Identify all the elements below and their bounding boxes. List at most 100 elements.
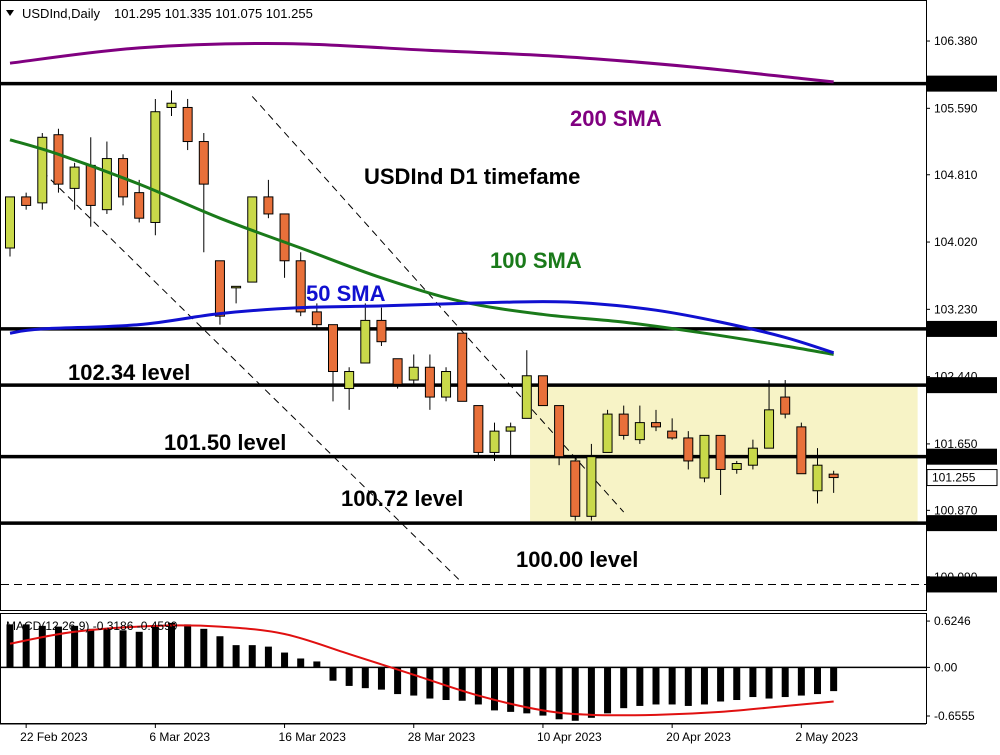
macd-histogram-bar [248, 645, 256, 668]
candle-body [424, 366, 435, 398]
candle-body [828, 473, 839, 479]
time-tick-label: 28 Mar 2023 [408, 730, 476, 744]
candle-body [328, 324, 338, 373]
price-tick-label: 105.590 [934, 101, 978, 115]
macd-histogram-bar [184, 624, 192, 668]
candle-body [214, 260, 225, 317]
annotation-100-sma: 100 SMA [490, 248, 582, 273]
level-price-label: 100.000 [932, 577, 976, 591]
candle-body [489, 430, 500, 453]
symbol-label: USDInd,Daily [22, 6, 101, 21]
candle-body [134, 192, 145, 219]
macd-histogram-bar [555, 667, 563, 720]
macd-histogram-bar [71, 625, 79, 668]
time-tick-label: 22 Feb 2023 [20, 730, 88, 744]
macd-histogram-bar [733, 667, 741, 701]
candle-body [376, 319, 387, 343]
macd-histogram-bar [749, 667, 757, 698]
macd-histogram-bar [38, 625, 46, 668]
macd-histogram-bar [232, 645, 240, 668]
candle-body [263, 196, 274, 215]
macd-label: MACD(12,26,9) -0.3186 -0.4599 [6, 619, 178, 633]
candle-body [764, 409, 775, 449]
macd-histogram-bar [200, 628, 208, 668]
candle-body [311, 311, 322, 326]
macd-histogram-bar [797, 667, 805, 696]
candle-body [166, 102, 177, 108]
macd-histogram-bar [781, 667, 789, 698]
candle-body [101, 158, 112, 211]
candle-body [505, 426, 516, 432]
macd-histogram-bar [103, 628, 111, 668]
horizontal-levels [1, 81, 926, 585]
macd-histogram-bar [636, 667, 644, 706]
level-price-label: 103.000 [932, 322, 976, 336]
macd-histogram-bar [426, 667, 434, 699]
candle-body [699, 434, 710, 479]
level-price-badge [927, 448, 997, 465]
annotation-100-72-level: 100.72 level [341, 486, 463, 511]
macd-histogram-bar [539, 667, 547, 716]
candle-body [780, 396, 791, 415]
candle-body [715, 434, 726, 470]
candle-body [69, 166, 80, 189]
macd-signal-line [9, 624, 834, 717]
macd-histogram-bar [814, 667, 821, 695]
macd-histogram-bar [281, 652, 289, 668]
annotation-102-34-level: 102.34 level [68, 360, 190, 385]
macd-histogram-bar [717, 667, 725, 702]
macd-histogram-bar [119, 630, 127, 668]
current-price-badge [926, 469, 998, 487]
price-axis: 106.380105.590104.810104.020103.230102.4… [926, 34, 998, 593]
price-tick-label: 103.230 [934, 302, 978, 316]
price-tick-label: 104.810 [934, 168, 978, 182]
candle-body [85, 164, 96, 206]
macd-histogram-bar [684, 667, 692, 706]
candle-body [473, 405, 484, 453]
candle-body [796, 426, 807, 475]
candle-body [667, 430, 678, 439]
macd-histogram-bar [620, 667, 628, 709]
candle-body [247, 196, 258, 283]
candle-body [457, 332, 468, 402]
macd-histogram-bar [410, 667, 418, 696]
candle-body [37, 136, 48, 204]
macd-histogram-bar [297, 658, 305, 668]
macd-tick-label: -0.6555 [934, 709, 975, 723]
macd-histogram-bar [87, 628, 95, 668]
macd-histogram-bar [377, 667, 385, 690]
price-tick-label: 104.020 [934, 235, 978, 249]
annotation-100-00-level: 100.00 level [516, 547, 638, 572]
candle-body [441, 371, 452, 398]
macd-tick-label: 0.00 [934, 660, 958, 674]
candle-body [521, 375, 532, 419]
time-tick-label: 20 Apr 2023 [666, 730, 731, 744]
candle-body [812, 464, 823, 492]
candle-body [554, 405, 565, 458]
level-price-label: 102.340 [932, 378, 976, 392]
macd-histogram-bar [313, 661, 321, 668]
macd-histogram-bar [345, 667, 353, 686]
time-tick-label: 10 Apr 2023 [537, 730, 602, 744]
macd-histogram-bar [151, 626, 159, 668]
candle-body [295, 260, 306, 313]
annotations: 200 SMA USDInd D1 timefame 100 SMA 50 SMA 10… [68, 106, 662, 572]
candle-body [537, 375, 548, 407]
candle-body [586, 456, 597, 517]
level-price-badge [927, 320, 997, 337]
level-price-badge [927, 515, 997, 532]
macd-histogram-bar [474, 667, 482, 705]
level-price-badge [927, 576, 997, 593]
macd-histogram-bar [394, 667, 402, 695]
candle-body [634, 422, 645, 441]
annotation-chart-title: USDInd D1 timefame [364, 164, 580, 189]
macd-histogram-bar [571, 667, 579, 721]
macd-histogram-bar [135, 631, 143, 668]
candle-body [570, 460, 581, 517]
candle-body [279, 213, 290, 262]
macd-histogram-bar [700, 667, 708, 705]
dropdown-triangle-icon[interactable] [6, 10, 14, 16]
macd-histogram-bar [264, 646, 272, 668]
